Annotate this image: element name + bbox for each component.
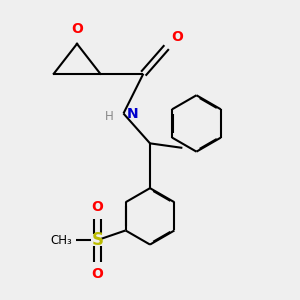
Text: O: O: [71, 22, 83, 35]
Text: CH₃: CH₃: [51, 234, 73, 247]
Text: O: O: [172, 30, 183, 44]
Text: S: S: [92, 231, 104, 249]
Text: O: O: [92, 200, 103, 214]
Text: N: N: [127, 106, 138, 121]
Text: O: O: [92, 267, 103, 281]
Text: H: H: [105, 110, 113, 123]
